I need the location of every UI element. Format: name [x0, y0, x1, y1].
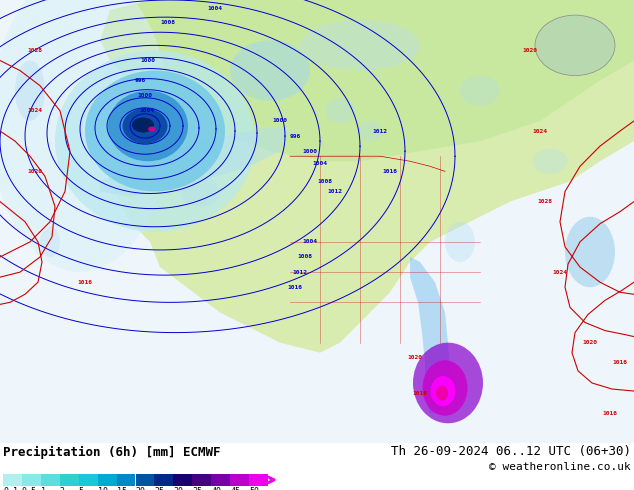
Ellipse shape [108, 91, 188, 161]
Ellipse shape [180, 176, 220, 207]
Text: 1008: 1008 [297, 254, 313, 260]
Polygon shape [410, 257, 450, 413]
Bar [192, 474, 211, 486]
Ellipse shape [533, 148, 567, 174]
Text: 1000: 1000 [141, 58, 155, 63]
Text: 1000: 1000 [302, 148, 318, 154]
Text: 1020: 1020 [408, 355, 422, 360]
Text: 1012: 1012 [373, 128, 387, 133]
Bar [22, 474, 41, 486]
Text: 1028: 1028 [538, 199, 552, 204]
Text: 0.5: 0.5 [22, 487, 37, 490]
Text: 1004: 1004 [302, 240, 318, 245]
Text: 20: 20 [136, 487, 145, 490]
Text: 5: 5 [79, 487, 84, 490]
Ellipse shape [430, 376, 455, 406]
Bar [79, 474, 98, 486]
Text: 1024: 1024 [533, 128, 548, 133]
Text: 1008: 1008 [318, 179, 332, 184]
Bar [211, 474, 230, 486]
Text: 1016: 1016 [612, 360, 628, 366]
Text: 1016: 1016 [602, 411, 618, 416]
Text: 1020: 1020 [27, 169, 42, 174]
Ellipse shape [535, 15, 615, 75]
Ellipse shape [122, 108, 167, 144]
Bar [173, 474, 192, 486]
Text: 1008: 1008 [160, 20, 176, 25]
Ellipse shape [436, 386, 448, 401]
Bar [60, 474, 79, 486]
Text: 50: 50 [249, 487, 259, 490]
Ellipse shape [230, 40, 310, 101]
Text: Precipitation (6h) [mm] ECMWF: Precipitation (6h) [mm] ECMWF [3, 445, 221, 459]
Text: 15: 15 [117, 487, 127, 490]
Bar [249, 474, 268, 486]
Text: 30: 30 [173, 487, 183, 490]
Text: 10: 10 [98, 487, 108, 490]
Text: 2: 2 [60, 487, 65, 490]
Ellipse shape [565, 217, 615, 287]
Text: 40: 40 [211, 487, 221, 490]
Text: 1012: 1012 [328, 189, 342, 194]
Text: 1012: 1012 [292, 270, 307, 274]
Bar [98, 474, 117, 486]
Text: 1000: 1000 [273, 119, 287, 123]
Ellipse shape [325, 98, 355, 123]
Ellipse shape [358, 121, 382, 141]
Text: 1024: 1024 [552, 270, 567, 274]
Text: 0.1: 0.1 [3, 487, 18, 490]
Text: 1028: 1028 [27, 48, 42, 53]
Text: 1004: 1004 [139, 108, 155, 113]
Bar [3, 474, 22, 486]
Bar [136, 474, 155, 486]
Ellipse shape [300, 20, 420, 71]
Text: 996: 996 [289, 134, 301, 139]
Text: 25: 25 [155, 487, 164, 490]
Ellipse shape [40, 227, 60, 257]
Bar [117, 474, 136, 486]
Text: 1020: 1020 [522, 48, 538, 53]
Text: 1016: 1016 [382, 169, 398, 174]
Text: 1004: 1004 [313, 161, 328, 166]
Text: 1016: 1016 [413, 391, 427, 395]
Ellipse shape [15, 60, 45, 121]
Bar [155, 474, 173, 486]
Ellipse shape [0, 0, 170, 272]
Text: 1: 1 [41, 487, 46, 490]
Text: 996: 996 [134, 78, 146, 83]
Ellipse shape [85, 71, 225, 192]
Polygon shape [100, 126, 290, 196]
Text: 1024: 1024 [27, 108, 42, 113]
Text: 1016: 1016 [287, 285, 302, 290]
Ellipse shape [413, 343, 483, 423]
Ellipse shape [422, 360, 467, 416]
Polygon shape [100, 0, 634, 161]
Ellipse shape [445, 222, 475, 262]
Text: 1016: 1016 [77, 280, 93, 285]
Ellipse shape [460, 75, 500, 106]
Ellipse shape [55, 50, 255, 232]
Text: 1004: 1004 [207, 5, 223, 11]
Ellipse shape [148, 126, 156, 131]
Bar [41, 474, 60, 486]
Bar [230, 474, 249, 486]
Text: 1020: 1020 [583, 340, 597, 345]
Text: Th 26-09-2024 06..12 UTC (06+30): Th 26-09-2024 06..12 UTC (06+30) [391, 445, 631, 459]
Text: 45: 45 [230, 487, 240, 490]
Text: 35: 35 [192, 487, 202, 490]
Polygon shape [100, 0, 634, 353]
Text: © weatheronline.co.uk: © weatheronline.co.uk [489, 462, 631, 472]
Ellipse shape [132, 118, 154, 132]
Text: 1000: 1000 [138, 93, 153, 98]
